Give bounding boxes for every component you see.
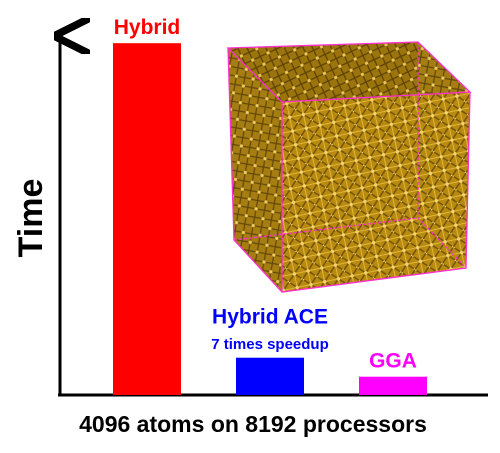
- bar-hybrid-ace: [236, 357, 304, 395]
- x-axis-label: 4096 atoms on 8192 processors: [79, 411, 427, 437]
- speedup-annotation: 7 times speedup: [211, 336, 329, 353]
- bar-gga: [359, 376, 427, 395]
- bar-hybrid: [113, 43, 181, 395]
- bars: [113, 43, 427, 395]
- bar-labels: Hybrid Hybrid ACE GGA: [114, 16, 417, 373]
- bar-label-hybrid-ace: Hybrid ACE: [212, 306, 328, 329]
- bar-label-hybrid: Hybrid: [114, 16, 181, 39]
- bar-label-gga: GGA: [369, 350, 417, 373]
- y-axis-label: Time: [12, 179, 50, 258]
- silicon-crystal-image: [226, 41, 472, 293]
